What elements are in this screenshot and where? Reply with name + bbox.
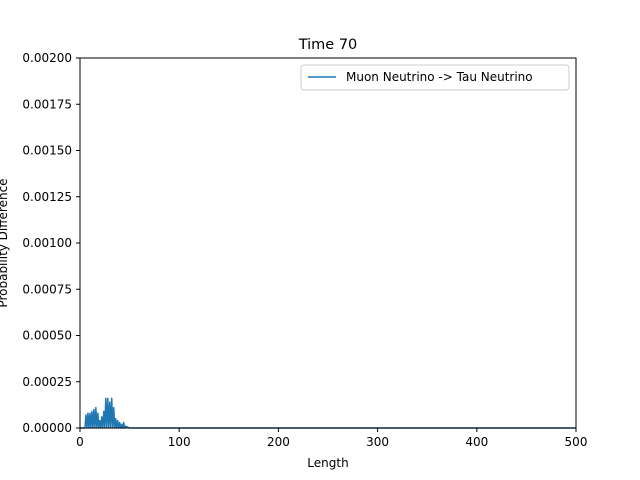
x-tick-label: 200 [267,435,290,449]
y-tick-label: 0.00025 [22,375,72,389]
y-tick-label: 0.00100 [22,236,72,250]
y-tick-label: 0.00075 [22,282,72,296]
series-line-0 [80,397,576,429]
x-axis-label: Length [307,456,348,470]
y-tick-label: 0.00050 [22,329,72,343]
x-tick-label: 300 [366,435,389,449]
y-tick-label: 0.00125 [22,190,72,204]
legend: Muon Neutrino -> Tau Neutrino [300,64,570,91]
y-tick-label: 0.00175 [22,97,72,111]
legend-label: Muon Neutrino -> Tau Neutrino [346,70,533,84]
y-axis-label: Probability Difference [0,178,10,307]
x-tick-label: 500 [565,435,588,449]
x-tick-label: 100 [168,435,191,449]
x-tick-label: 0 [76,435,84,449]
plot-frame [79,57,577,429]
y-tick-label: 0.00200 [22,51,72,65]
y-tick-label: 0.00150 [22,144,72,158]
legend-box [300,64,570,91]
x-tick-label: 400 [465,435,488,449]
chart-title: Time 70 [298,37,358,53]
y-tick-label: 0.00000 [22,421,72,435]
